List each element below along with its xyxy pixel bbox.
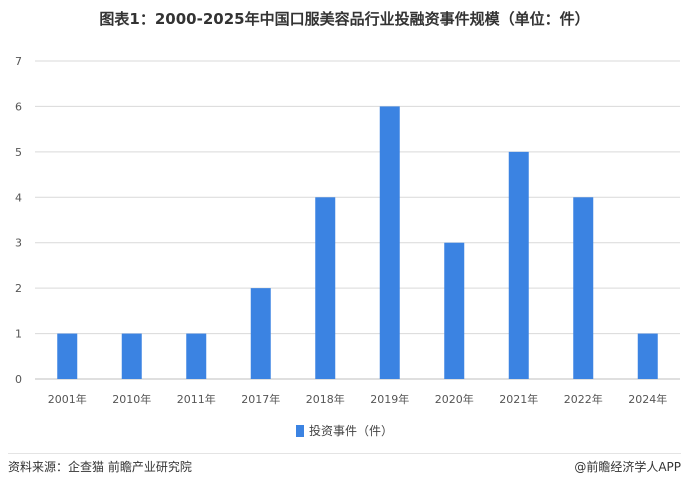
bars xyxy=(57,106,658,379)
x-tick-label: 2020年 xyxy=(435,392,474,406)
y-tick-label: 3 xyxy=(15,237,22,250)
bar[interactable] xyxy=(637,333,658,379)
legend-label: 投资事件（件） xyxy=(308,424,393,438)
bar[interactable] xyxy=(444,242,465,379)
x-tick-label: 2001年 xyxy=(48,392,87,406)
bar[interactable] xyxy=(379,106,400,379)
x-tick-label: 2022年 xyxy=(564,392,603,406)
x-axis-ticks: 2001年 2010年 2011年 2017年 2018年 2019年 2020年 2021年… xyxy=(48,392,668,406)
footer: 资料来源：企查猫 前瞻产业研究院 @前瞻经济学人APP xyxy=(8,453,681,478)
y-tick-label: 1 xyxy=(15,328,22,341)
bar[interactable] xyxy=(57,333,78,379)
x-tick-label: 2019年 xyxy=(370,392,409,406)
brand-text: @前瞻经济学人APP xyxy=(574,459,681,474)
source-text: 资料来源：企查猫 前瞻产业研究院 xyxy=(8,459,192,474)
legend-swatch xyxy=(295,424,304,437)
bar[interactable] xyxy=(315,197,336,379)
x-tick-label: 2021年 xyxy=(499,392,538,406)
y-axis-ticks: 0 1 2 3 4 5 6 7 xyxy=(15,55,22,386)
y-tick-label: 6 xyxy=(15,100,22,113)
legend[interactable]: 投资事件（件） xyxy=(0,422,689,439)
bar[interactable] xyxy=(250,288,271,379)
y-tick-label: 0 xyxy=(15,373,22,386)
bar[interactable] xyxy=(508,151,529,379)
grid-lines xyxy=(35,60,680,380)
y-tick-label: 5 xyxy=(15,146,22,159)
x-tick-label: 2010年 xyxy=(112,392,151,406)
y-tick-label: 7 xyxy=(15,55,22,68)
y-tick-label: 4 xyxy=(15,191,22,204)
y-tick-label: 2 xyxy=(15,282,22,295)
x-tick-label: 2018年 xyxy=(306,392,345,406)
x-tick-label: 2011年 xyxy=(177,392,216,406)
bar[interactable] xyxy=(573,197,594,379)
bar[interactable] xyxy=(121,333,142,379)
x-tick-label: 2017年 xyxy=(241,392,280,406)
x-tick-label: 2024年 xyxy=(628,392,667,406)
bar[interactable] xyxy=(186,333,207,379)
chart-title: 图表1：2000-2025年中国口服美容品行业投融资事件规模（单位：件） xyxy=(99,10,590,28)
brand-credit: @前瞻经济学人APP xyxy=(574,458,681,475)
